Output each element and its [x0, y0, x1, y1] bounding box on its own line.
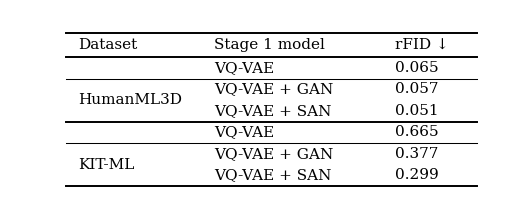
Text: Dataset: Dataset [78, 38, 138, 52]
Text: VQ-VAE + SAN: VQ-VAE + SAN [214, 104, 331, 118]
Text: VQ-VAE + GAN: VQ-VAE + GAN [214, 82, 333, 96]
Text: 0.377: 0.377 [395, 147, 438, 161]
Text: VQ-VAE + GAN: VQ-VAE + GAN [214, 147, 333, 161]
Text: VQ-VAE: VQ-VAE [214, 125, 275, 140]
Text: 0.665: 0.665 [395, 125, 438, 140]
Text: 0.065: 0.065 [395, 61, 438, 75]
Text: Stage 1 model: Stage 1 model [214, 38, 325, 52]
Text: HumanML3D: HumanML3D [78, 93, 182, 107]
Text: VQ-VAE + SAN: VQ-VAE + SAN [214, 168, 331, 182]
Text: 0.051: 0.051 [395, 104, 438, 118]
Text: rFID ↓: rFID ↓ [395, 38, 448, 52]
Text: 0.299: 0.299 [395, 168, 439, 182]
Text: KIT-ML: KIT-ML [78, 158, 135, 172]
Text: VQ-VAE: VQ-VAE [214, 61, 275, 75]
Text: 0.057: 0.057 [395, 82, 438, 96]
